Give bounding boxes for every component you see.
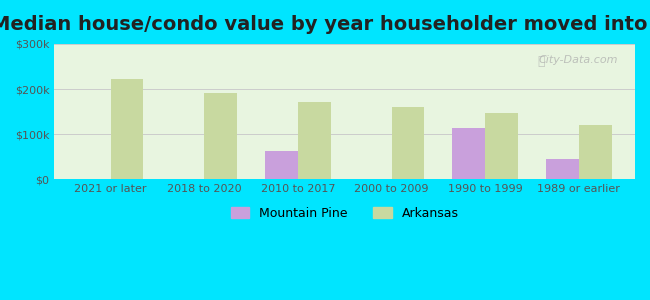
Bar: [298, 102, 331, 179]
Bar: [111, 79, 144, 179]
Bar: [204, 93, 237, 179]
Legend: Mountain Pine, Arkansas: Mountain Pine, Arkansas: [226, 202, 463, 225]
Text: City-Data.com: City-Data.com: [538, 55, 617, 65]
Text: ⦾: ⦾: [538, 55, 545, 68]
Bar: [578, 125, 612, 179]
Bar: [546, 159, 578, 179]
Bar: [265, 152, 298, 179]
Bar: [452, 128, 485, 179]
Bar: [391, 107, 424, 179]
Title: Median house/condo value by year householder moved into unit: Median house/condo value by year househo…: [0, 15, 650, 34]
Bar: [485, 112, 518, 179]
